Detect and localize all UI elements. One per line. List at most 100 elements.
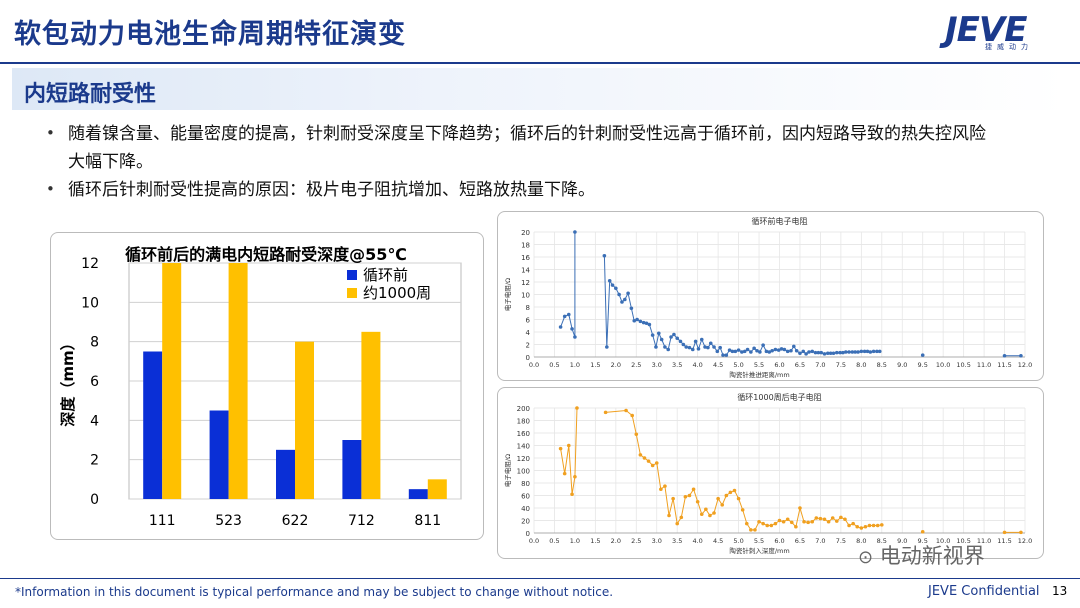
- x-tick-label: 1.5: [590, 361, 600, 369]
- y-tick-label: 100: [517, 468, 530, 476]
- x-tick-label: 0.0: [529, 537, 539, 545]
- x-tick-label: 811: [414, 513, 441, 529]
- data-point-before: [798, 351, 802, 356]
- y-tick-label: 4: [526, 329, 531, 337]
- data-point-after: [863, 524, 868, 529]
- watermark: ⊙ 电动新视界: [858, 540, 985, 570]
- data-point-after: [871, 523, 876, 528]
- data-point-before: [659, 337, 664, 342]
- data-point-before: [562, 314, 567, 319]
- data-point-before: [850, 350, 855, 354]
- data-point-before: [755, 348, 759, 353]
- data-point-after: [785, 517, 790, 522]
- y-tick-label: 20: [521, 518, 530, 526]
- data-point-after: [667, 513, 671, 518]
- x-tick-label: 1.5: [590, 537, 600, 545]
- page-title: 软包动力电池生命周期特征演变: [14, 19, 406, 50]
- data-point-before: [761, 343, 765, 347]
- y-tick-label: 8: [526, 304, 530, 312]
- data-point-before: [813, 350, 818, 355]
- bar-811-before: [408, 489, 428, 499]
- y-tick-label: 8: [90, 335, 99, 351]
- data-point-after: [558, 446, 563, 451]
- data-point-before: [699, 337, 704, 342]
- data-point-before: [804, 352, 808, 356]
- data-point-before: [1019, 353, 1023, 358]
- data-point-after: [704, 507, 708, 512]
- bullet-2: 循环后针刺耐受性提高的原因：极片电子阻抗增加、短路放热量下降。: [68, 180, 595, 200]
- data-point-before: [841, 350, 845, 355]
- data-point-before: [819, 350, 824, 355]
- x-tick-label: 3.5: [672, 361, 682, 369]
- x-tick-label: 7.0: [815, 361, 825, 369]
- data-point-after: [646, 459, 651, 463]
- data-point-after: [749, 528, 753, 532]
- y-tick-label: 12: [521, 279, 530, 287]
- x-tick-label: 3.0: [652, 361, 662, 369]
- data-point-before: [773, 347, 778, 352]
- x-tick-label: 6.5: [795, 537, 805, 545]
- data-point-before: [856, 350, 860, 354]
- data-point-after: [720, 503, 725, 507]
- data-point-before: [749, 350, 753, 354]
- x-tick-label: 11.0: [977, 361, 991, 369]
- x-tick-label: 4.0: [692, 361, 702, 369]
- y-tick-label: 40: [521, 505, 530, 513]
- x-tick-label: 12.0: [1018, 361, 1032, 369]
- data-point-before: [715, 349, 720, 354]
- data-point-before: [785, 349, 790, 354]
- data-point-before: [822, 352, 827, 356]
- data-point-before: [558, 325, 563, 329]
- section-title: 内短路耐受性: [24, 82, 157, 107]
- bullet-1-line-2: 大幅下降。: [68, 152, 153, 172]
- chart-title: 循环前电子电阻: [752, 216, 808, 226]
- data-point-after: [695, 499, 700, 504]
- data-point-after: [638, 453, 643, 457]
- data-point-after: [818, 516, 823, 521]
- x-tick-label: 1.0: [570, 537, 580, 545]
- y-tick-label: 10: [521, 292, 530, 300]
- data-point-before: [573, 335, 577, 339]
- data-point-before: [623, 297, 627, 302]
- data-point-after: [757, 519, 761, 524]
- x-tick-label: 111: [149, 513, 176, 529]
- data-point-before: [570, 327, 574, 331]
- page-number: 13: [1052, 584, 1068, 598]
- data-point-after: [765, 523, 770, 528]
- data-point-after: [839, 515, 843, 520]
- data-point-before: [742, 349, 747, 354]
- data-point-before: [687, 345, 692, 350]
- jeve-logo: JEVE: [945, 10, 1027, 50]
- data-point-after: [728, 490, 733, 495]
- data-point-before: [641, 320, 646, 325]
- data-point-before: [868, 350, 873, 354]
- data-point-after: [814, 516, 819, 520]
- y-tick-label: 2: [90, 453, 99, 469]
- x-tick-label: 0.0: [529, 361, 539, 369]
- data-point-after: [802, 519, 806, 524]
- data-point-after: [654, 461, 659, 465]
- data-point-before: [573, 230, 577, 234]
- x-tick-label: 5.5: [754, 361, 764, 369]
- data-point-before: [740, 350, 744, 354]
- x-tick-label: 5.0: [733, 361, 743, 369]
- chart-title: 循环1000周后电子电阻: [737, 392, 821, 402]
- data-point-before: [644, 321, 649, 326]
- data-point-before: [672, 332, 676, 337]
- data-point-before: [871, 349, 876, 354]
- data-point-before: [669, 335, 673, 339]
- bullet-1-line-1: 随着镍含量、能量密度的提高，针刺耐受深度呈下降趋势；循环后的针刺耐受性远高于循环…: [68, 124, 986, 144]
- data-point-after: [843, 517, 847, 522]
- x-tick-label: 6.0: [774, 361, 784, 369]
- data-point-before: [693, 339, 698, 344]
- x-tick-label: 523: [215, 513, 242, 529]
- x-tick-label: 7.0: [815, 537, 825, 545]
- data-point-before: [566, 312, 571, 317]
- x-tick-label: 11.5: [997, 537, 1011, 545]
- data-point-after: [744, 521, 749, 526]
- y-tick-label: 4: [90, 413, 99, 429]
- data-point-before: [617, 292, 621, 297]
- y-tick-label: 20: [521, 229, 530, 237]
- x-tick-label: 7.5: [836, 361, 846, 369]
- data-point-before: [807, 350, 811, 354]
